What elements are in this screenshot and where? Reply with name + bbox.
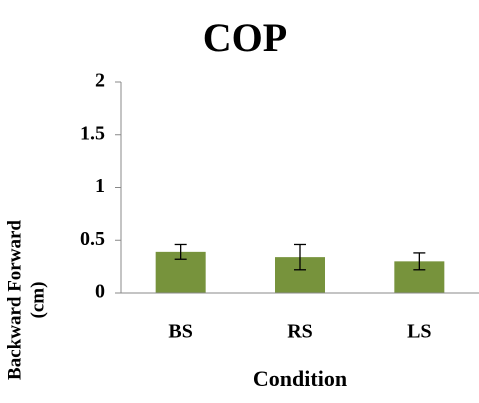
x-tick-label: LS bbox=[407, 321, 431, 343]
y-tick-label: 1 bbox=[95, 175, 105, 197]
y-tick-label: 2 bbox=[95, 70, 105, 92]
y-tick-label: 0.5 bbox=[80, 228, 105, 250]
x-tick-label: BS bbox=[168, 321, 192, 343]
x-axis-label: Condition bbox=[253, 366, 347, 391]
y-axis-label: Backward Forward bbox=[4, 220, 25, 380]
x-tick-label: RS bbox=[287, 321, 313, 343]
y-tick-label: 0 bbox=[95, 281, 105, 303]
y-tick-label: 1.5 bbox=[80, 122, 105, 144]
y-axis-label: (cm) bbox=[27, 282, 48, 319]
chart-title: COP bbox=[203, 15, 287, 60]
